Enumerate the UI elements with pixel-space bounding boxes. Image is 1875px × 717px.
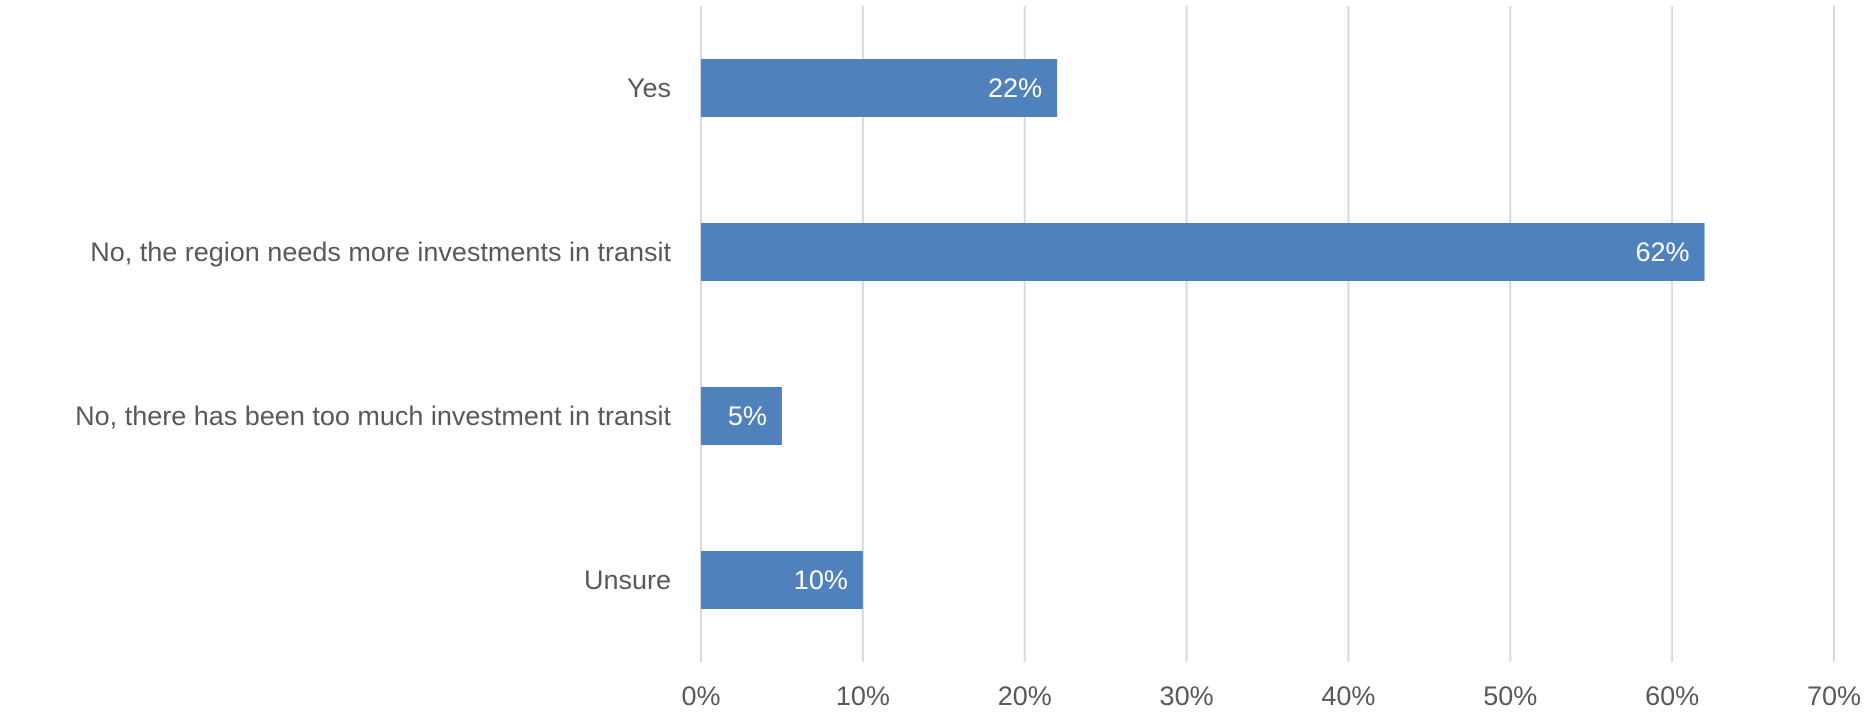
category-labels: Yes No, the region needs more investments… xyxy=(75,73,671,595)
x-tick-label: 50% xyxy=(1483,681,1537,711)
x-axis-tick-labels: 0% 10% 20% 30% 40% 50% 60% 70% xyxy=(681,681,1861,711)
x-tick-label: 30% xyxy=(1160,681,1214,711)
x-tick-label: 40% xyxy=(1321,681,1375,711)
category-label: Yes xyxy=(627,73,671,103)
bar-data-label: 5% xyxy=(728,401,767,431)
x-tick-label: 70% xyxy=(1807,681,1861,711)
bar-data-label: 10% xyxy=(794,565,848,595)
bar xyxy=(701,223,1705,281)
x-tick-label: 0% xyxy=(681,681,720,711)
category-label: Unsure xyxy=(584,565,671,595)
x-tick-label: 60% xyxy=(1645,681,1699,711)
bar-data-label: 22% xyxy=(988,73,1042,103)
category-label: No, there has been too much investment i… xyxy=(75,401,671,431)
category-label: No, the region needs more investments in… xyxy=(90,237,671,267)
x-tick-label: 20% xyxy=(998,681,1052,711)
bar xyxy=(701,387,782,445)
bar xyxy=(701,551,863,609)
bar xyxy=(701,59,1058,117)
x-tick-label: 10% xyxy=(836,681,890,711)
bars: 22% 62% 5% 10% xyxy=(701,59,1705,609)
bar-data-label: 62% xyxy=(1635,237,1689,267)
